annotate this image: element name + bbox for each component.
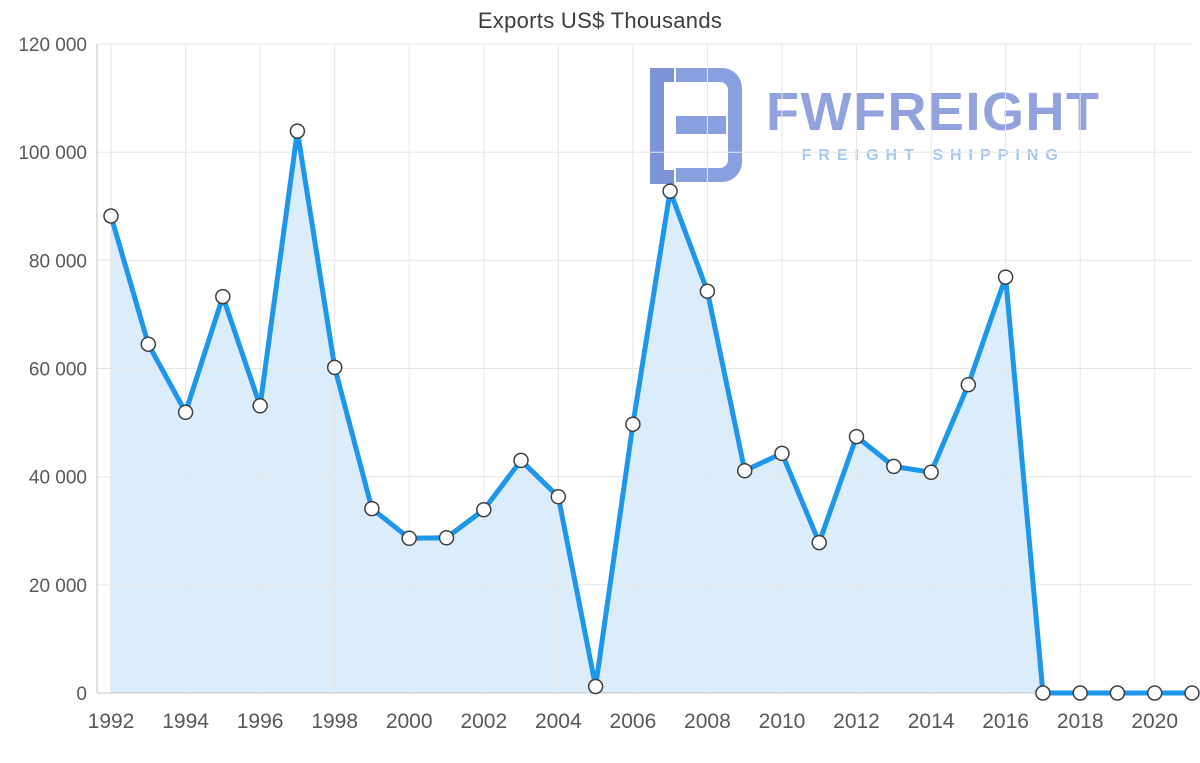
data-point-1996[interactable] [252, 398, 268, 414]
data-point-2015[interactable] [960, 376, 977, 393]
data-point-2011[interactable] [811, 534, 827, 551]
data-point-2002[interactable] [476, 501, 492, 518]
data-point-2018[interactable] [1072, 685, 1088, 701]
x-tick-label: 2004 [535, 710, 582, 733]
brand-name: FWFREIGHT [766, 82, 1101, 142]
data-point-2007[interactable] [662, 183, 678, 199]
fwfreight-logo-icon [650, 68, 742, 184]
x-tick-label: 2012 [833, 710, 880, 733]
x-tick-label: 1994 [162, 710, 209, 733]
x-tick-label: 2020 [1131, 710, 1178, 733]
data-point-2005[interactable] [587, 678, 604, 695]
x-tick-label: 2008 [684, 710, 731, 733]
data-point-2000[interactable] [401, 530, 417, 547]
data-point-2009[interactable] [736, 462, 753, 479]
x-tick-label: 2006 [610, 710, 657, 733]
data-point-2013[interactable] [886, 458, 902, 475]
brand-watermark: FWFREIGHT FREIGHT SHIPPING [646, 66, 1100, 184]
x-tick-label: 2014 [908, 710, 955, 733]
data-point-1995[interactable] [215, 288, 231, 305]
y-tick-label: 60 000 [29, 360, 87, 381]
brand-tagline: FREIGHT SHIPPING [801, 147, 1065, 164]
x-tick-label: 1998 [311, 710, 358, 733]
x-tick-label: 1996 [237, 710, 284, 733]
data-point-2010[interactable] [774, 445, 790, 462]
brand-text-block: FWFREIGHT FREIGHT SHIPPING [766, 85, 1100, 165]
data-point-1993[interactable] [140, 336, 157, 352]
data-point-2017[interactable] [1035, 685, 1051, 701]
data-point-2003[interactable] [513, 452, 529, 469]
y-tick-label: 0 [76, 684, 87, 705]
data-point-2012[interactable] [848, 428, 865, 445]
data-point-2014[interactable] [923, 464, 939, 481]
x-tick-label: 2010 [759, 710, 806, 733]
data-point-1994[interactable] [177, 404, 194, 421]
area-fill [111, 131, 1192, 694]
data-point-2019[interactable] [1109, 685, 1126, 701]
y-tick-label: 40 000 [29, 468, 87, 489]
x-tick-label: 1992 [88, 710, 135, 733]
data-point-2001[interactable] [438, 530, 455, 546]
y-tick-label: 20 000 [29, 576, 87, 597]
data-point-2020[interactable] [1146, 685, 1163, 701]
y-tick-label: 120 000 [18, 35, 87, 56]
x-tick-label: 2002 [460, 710, 507, 733]
data-point-2016[interactable] [997, 269, 1014, 285]
x-tick-label: 2000 [386, 710, 433, 733]
data-point-2008[interactable] [699, 283, 716, 299]
data-point-1998[interactable] [326, 359, 343, 376]
series-line [108, 128, 1195, 696]
x-tick-label: 2018 [1057, 710, 1104, 733]
data-point-1992[interactable] [103, 208, 119, 224]
x-tick-label: 2016 [982, 710, 1029, 733]
data-point-1997[interactable] [289, 123, 306, 139]
data-point-2006[interactable] [625, 416, 641, 432]
data-point-2021[interactable] [1184, 685, 1200, 701]
chart-title: Exports US$ Thousands [477, 8, 723, 33]
data-point-1999[interactable] [364, 500, 380, 517]
y-tick-label: 100 000 [18, 143, 87, 164]
y-tick-label: 80 000 [29, 251, 87, 272]
data-point-2004[interactable] [550, 488, 567, 505]
